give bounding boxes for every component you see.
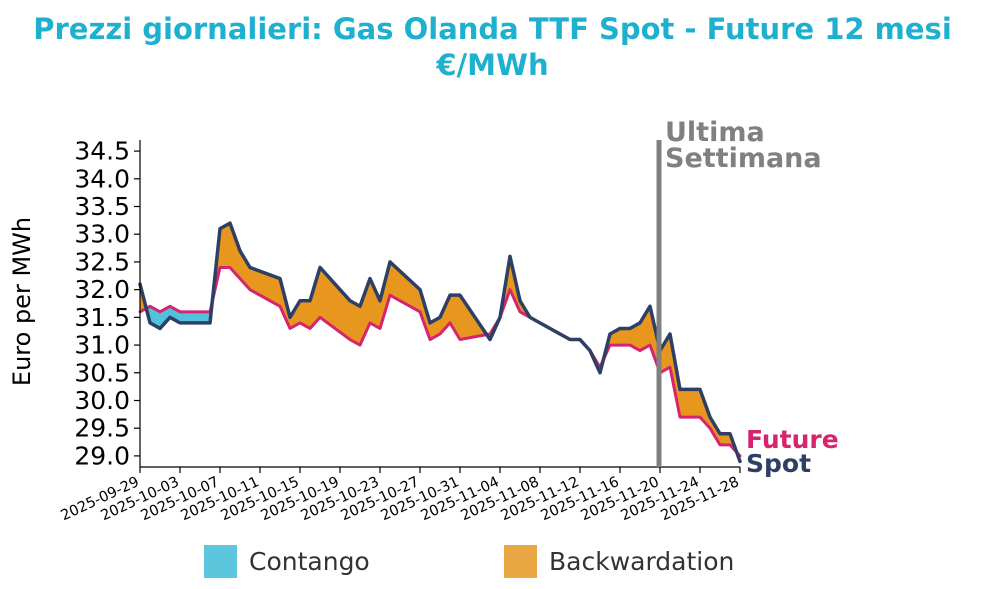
legend-label-contango: Contango <box>249 547 370 576</box>
y-tick-label: 29.0 <box>74 441 130 470</box>
y-tick-label: 33.5 <box>74 192 130 221</box>
y-axis-label: Euro per MWh <box>8 217 36 386</box>
spot-series-line <box>138 221 742 464</box>
y-tick-label: 34.5 <box>74 137 130 166</box>
y-tick-label: 32.0 <box>74 275 130 304</box>
chart-title-line2: €/MWh <box>436 48 549 82</box>
last-week-label-line1: Ultima <box>665 117 765 148</box>
legend-item-backwardation: Backwardation <box>504 545 734 578</box>
backwardation-area <box>619 328 631 346</box>
legend-swatch-contango <box>204 545 237 578</box>
legend-label-backwardation: Backwardation <box>549 547 735 576</box>
future-series-line <box>138 265 742 458</box>
spot-end-label: Spot <box>746 449 811 478</box>
y-tick-label: 31.0 <box>74 331 130 360</box>
future-end-label: Future <box>746 425 839 454</box>
legend-item-contango: Contango <box>204 545 370 578</box>
y-tick-label: 31.5 <box>74 303 130 332</box>
legend-swatch-backwardation <box>504 545 537 578</box>
backwardation-area <box>679 389 701 418</box>
last-week-label-line2: Settimana <box>665 143 822 174</box>
chart-title-line1: Prezzi giornalieri: Gas Olanda TTF Spot … <box>33 12 952 46</box>
y-tick-label: 30.0 <box>74 386 130 415</box>
y-tick-label: 29.5 <box>74 414 130 443</box>
y-tick-label: 30.5 <box>74 358 130 387</box>
y-tick-label: 33.0 <box>74 220 130 249</box>
y-tick-label: 34.0 <box>74 164 130 193</box>
y-tick-label: 32.5 <box>74 247 130 276</box>
